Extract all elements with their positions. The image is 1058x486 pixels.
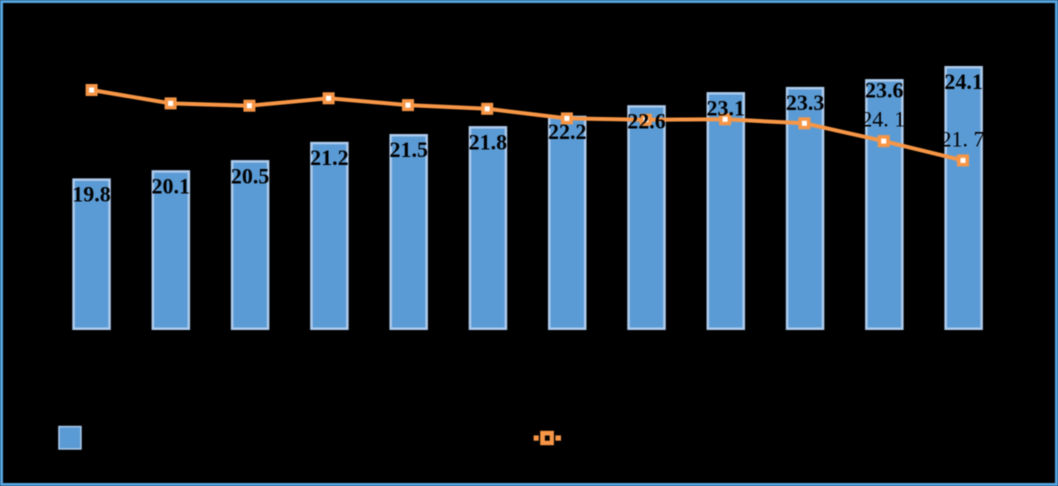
- svg-text:22.6: 22.6: [627, 108, 666, 133]
- svg-text:21.8: 21.8: [469, 129, 508, 154]
- svg-text:20.1: 20.1: [152, 173, 191, 198]
- svg-text:23.6: 23.6: [865, 78, 904, 103]
- svg-text:21. 7: 21. 7: [941, 126, 985, 151]
- svg-text:23.1: 23.1: [707, 95, 746, 120]
- svg-text:21.2: 21.2: [310, 145, 349, 170]
- svg-text:20.5: 20.5: [231, 163, 270, 188]
- svg-text:21.5: 21.5: [389, 137, 428, 162]
- svg-text:22.2: 22.2: [548, 119, 587, 144]
- svg-text:23.3: 23.3: [786, 90, 825, 115]
- svg-text:24. 1: 24. 1: [861, 107, 905, 132]
- svg-text:24.1: 24.1: [944, 69, 983, 94]
- svg-text:19.8: 19.8: [72, 182, 111, 207]
